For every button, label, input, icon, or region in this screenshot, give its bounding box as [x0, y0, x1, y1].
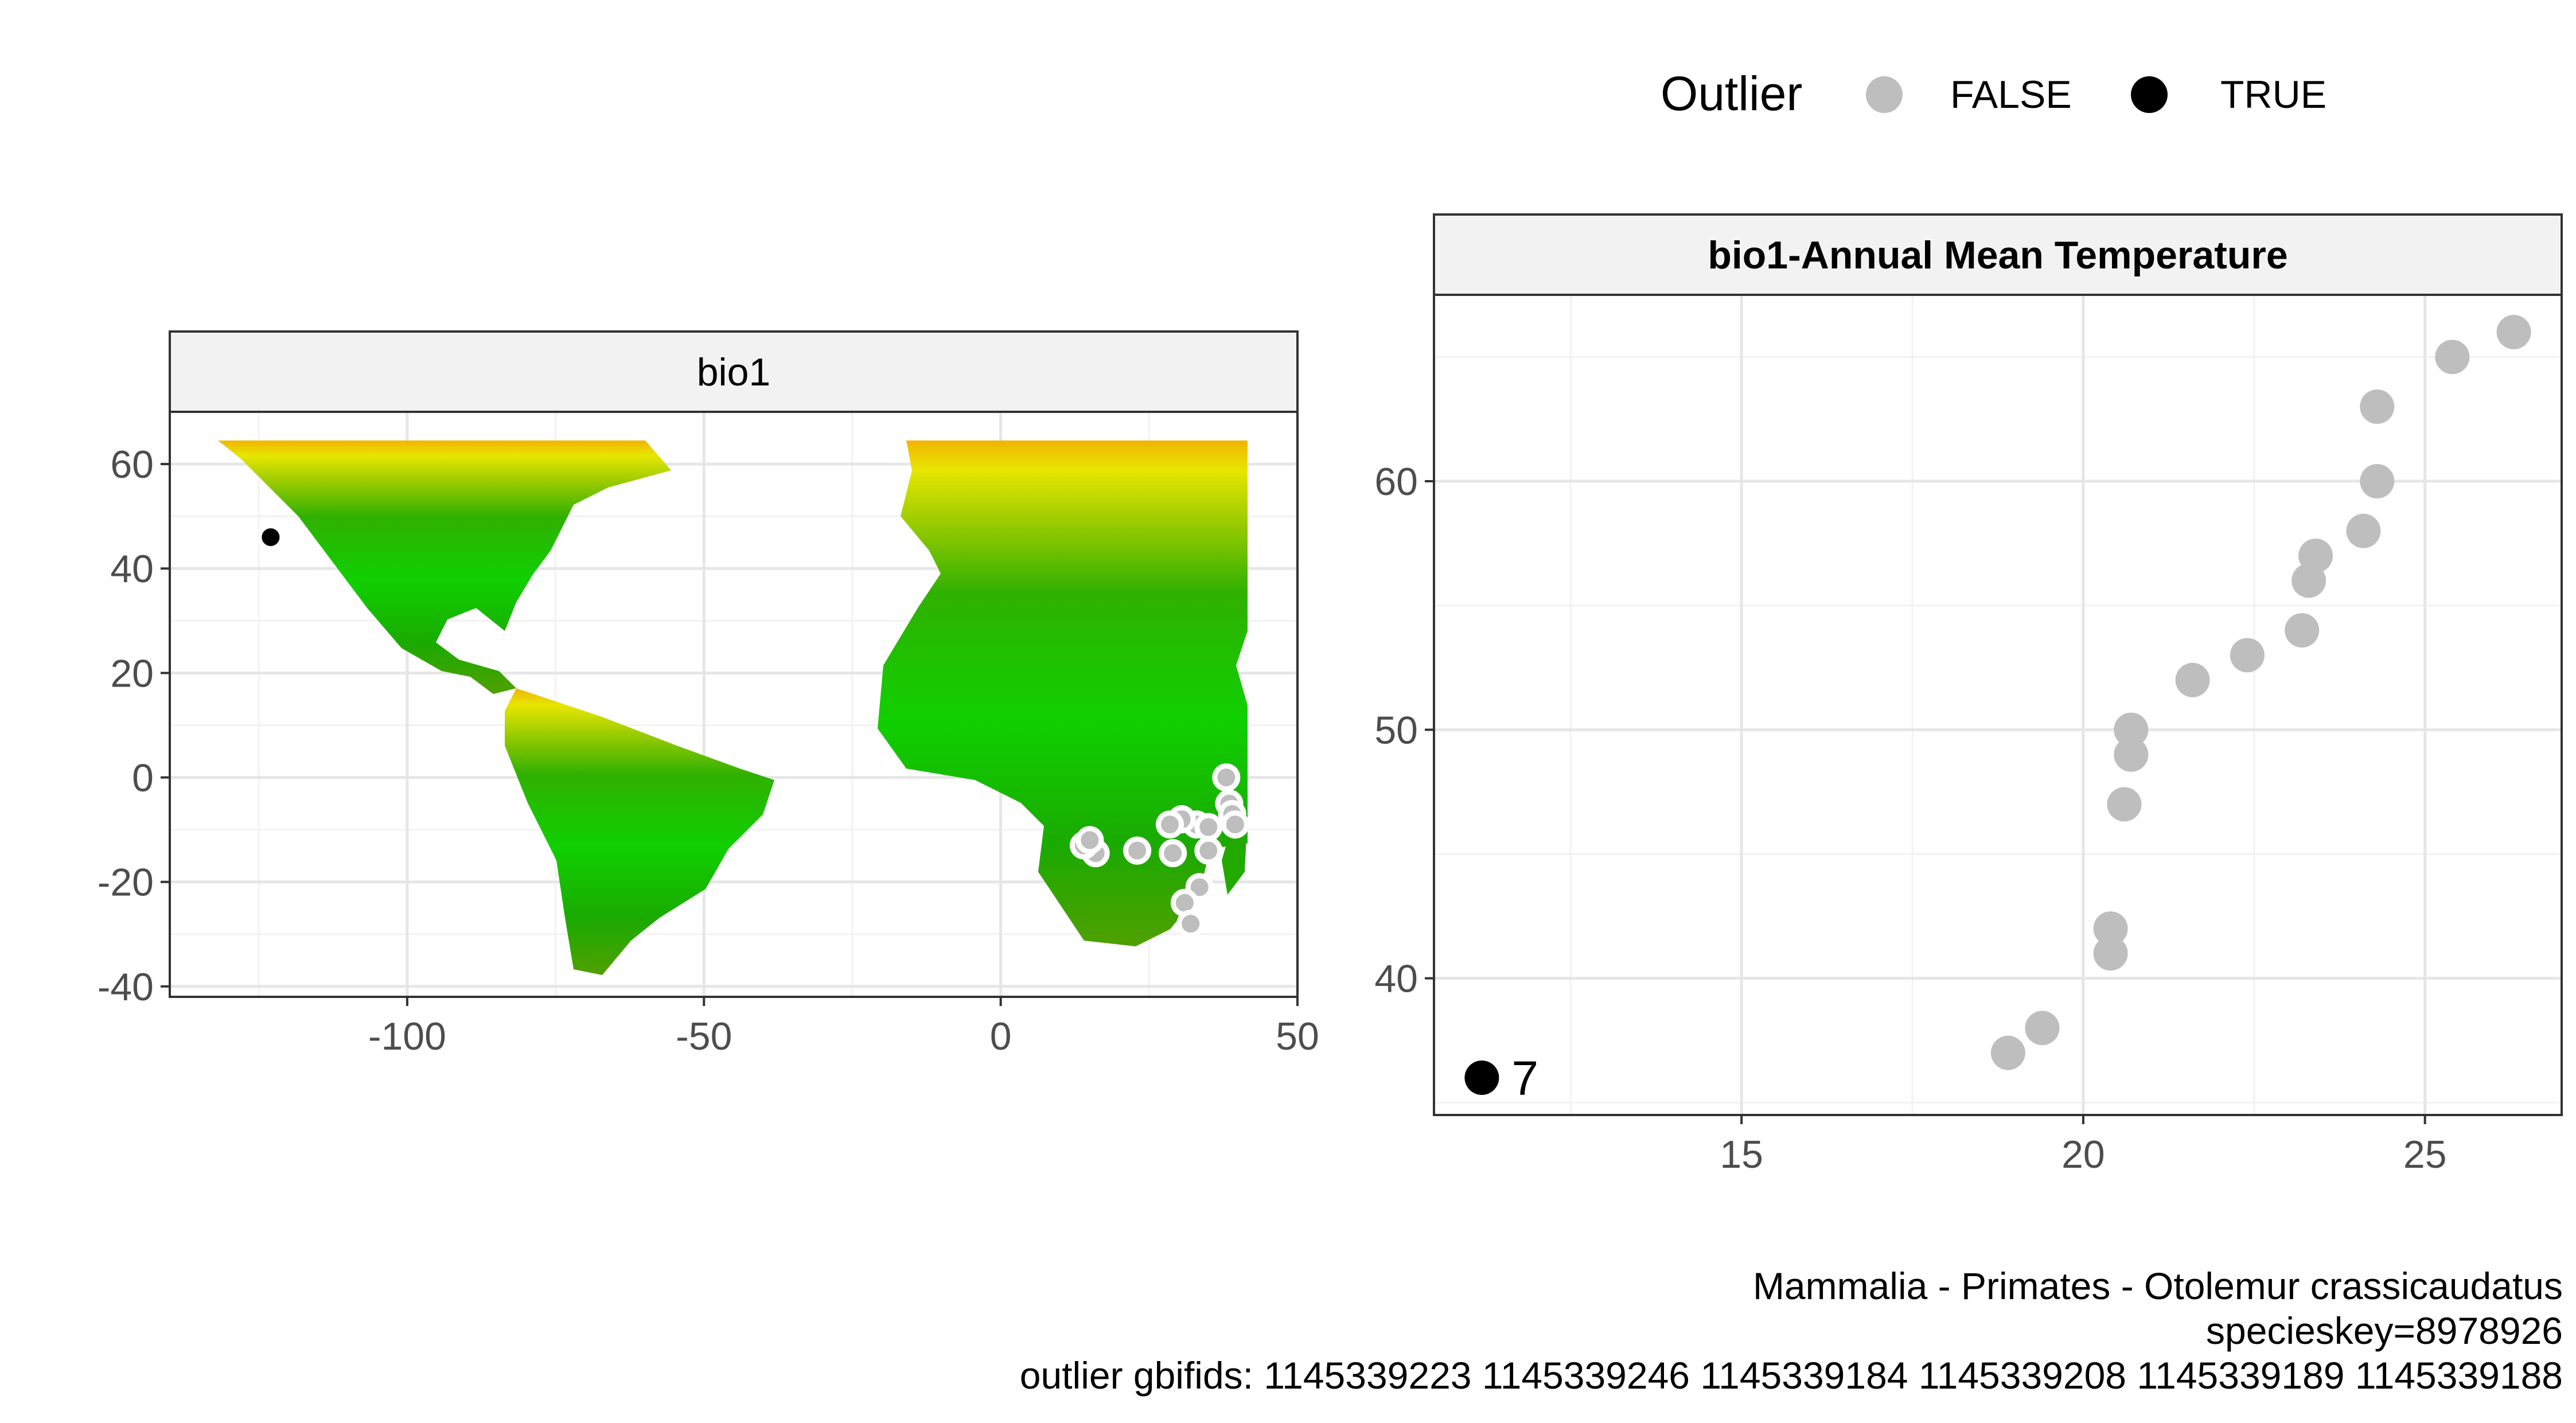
land-raster	[218, 440, 1248, 975]
x-tick-label: 50	[1276, 1015, 1319, 1058]
data-point-false	[2093, 911, 2128, 946]
y-tick-label: 20	[110, 652, 154, 695]
legend-key-false	[1866, 76, 1903, 113]
data-point-false	[1159, 839, 1187, 868]
data-point-false	[2107, 787, 2142, 822]
legend-label-false: FALSE	[1950, 73, 2072, 116]
data-point-false	[2496, 315, 2531, 349]
caption-taxon: Mammalia - Primates - Otolemur crassicau…	[1753, 1265, 2563, 1307]
data-point-false	[1123, 836, 1152, 865]
y-tick-label: -20	[98, 861, 154, 905]
temp-axes: 15 20 25 40 50 60	[1374, 460, 2446, 1176]
north-america-land	[218, 440, 671, 694]
x-tick-label: -50	[676, 1015, 732, 1058]
legend-key-true	[2131, 76, 2168, 113]
data-point-true	[1464, 1061, 1499, 1095]
y-tick-label: 60	[1374, 460, 1418, 504]
temp-plot-area	[1434, 295, 2562, 1115]
y-tick-label: 50	[1374, 708, 1418, 752]
x-tick-label: 20	[2061, 1133, 2105, 1176]
data-point-false	[2114, 737, 2149, 772]
temp-points: 7	[1464, 315, 2531, 1105]
temp-gridlines	[1434, 295, 2562, 1115]
caption: Mammalia - Primates - Otolemur crassicau…	[1020, 1265, 2563, 1397]
data-point-false	[2360, 464, 2395, 498]
y-tick-label: 60	[110, 443, 154, 486]
data-point-false	[1212, 763, 1241, 792]
data-point-false	[2298, 539, 2333, 573]
data-point-false	[2175, 662, 2210, 697]
x-tick-label: 15	[1720, 1133, 1763, 1176]
y-tick-label: 40	[1374, 957, 1418, 1001]
data-point-true	[256, 523, 285, 552]
data-point-false	[2114, 712, 2149, 747]
map-panel-border	[169, 411, 1299, 998]
point-annotation: 7	[1511, 1051, 1538, 1105]
x-tick-label: 0	[990, 1015, 1012, 1058]
data-point-false	[1176, 910, 1205, 938]
data-point-false	[2285, 613, 2320, 648]
data-point-false	[1221, 810, 1249, 839]
data-point-false	[1990, 1035, 2025, 1070]
data-point-false	[2025, 1011, 2060, 1046]
map-strip	[169, 330, 1299, 413]
data-point-false	[2435, 340, 2470, 375]
caption-specieskey: specieskey=8978926	[2206, 1309, 2563, 1352]
africa-europe-land	[878, 440, 1248, 946]
map-strip-title: bio1	[697, 350, 771, 394]
y-tick-label: 40	[110, 547, 154, 591]
temp-strip-title: bio1-Annual Mean Temperature	[1708, 233, 2287, 277]
south-america-land	[505, 688, 774, 975]
data-point-false	[1156, 810, 1184, 839]
data-point-false	[1194, 836, 1223, 865]
x-tick-label: -100	[368, 1015, 446, 1058]
map-axes: -100 -50 0 50 -40 -20 0 20 40 60	[98, 443, 1319, 1058]
legend-label-true: TRUE	[2220, 73, 2326, 116]
y-tick-label: -40	[98, 965, 154, 1009]
legend: Outlier FALSE TRUE	[1661, 67, 2326, 120]
data-point-false	[2093, 936, 2128, 971]
data-point-false	[1194, 813, 1223, 841]
x-tick-label: 25	[2403, 1133, 2447, 1176]
panel-map: bio1 -100 -50 0 50 -40 -20 0 20 40 60	[98, 330, 1319, 1058]
data-point-false	[2230, 638, 2265, 673]
data-point-false	[2346, 513, 2381, 548]
panel-temperature: bio1-Annual Mean Temperature 7 15 20 25 40 5…	[1374, 213, 2563, 1176]
map-points	[256, 523, 1249, 938]
caption-outlier-ids: outlier gbifids: 1145339223 1145339246 1…	[1020, 1354, 2563, 1397]
data-point-false	[1075, 826, 1104, 855]
y-tick-label: 0	[132, 757, 154, 800]
temp-strip	[1433, 213, 2563, 296]
data-point-false	[2360, 389, 2395, 424]
legend-title: Outlier	[1661, 67, 1802, 120]
temp-panel-border	[1433, 294, 2563, 1116]
